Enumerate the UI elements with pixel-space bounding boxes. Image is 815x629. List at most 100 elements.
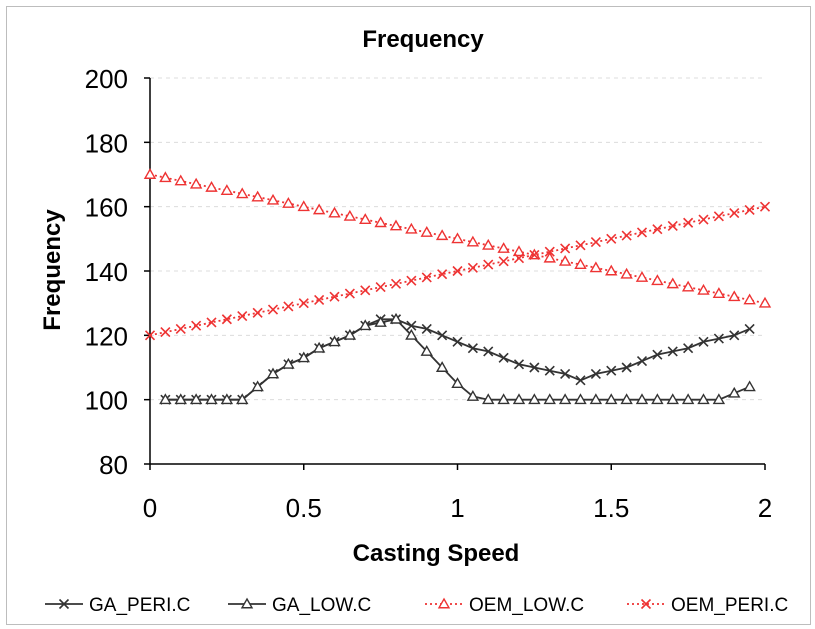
- data-point: [498, 352, 509, 363]
- legend-entry: OEM_LOW.C: [425, 595, 584, 616]
- data-point: [482, 238, 495, 250]
- data-point: [205, 393, 218, 405]
- y-tick-label: 160: [85, 193, 128, 223]
- data-point: [529, 362, 540, 373]
- data-point: [452, 265, 463, 277]
- data-point: [635, 393, 649, 405]
- data-point: [758, 296, 772, 308]
- data-point: [529, 249, 540, 260]
- data-point: [697, 283, 710, 295]
- y-axis-tick-labels: 80 100 120 140 160 180 200: [85, 64, 128, 480]
- data-point: [312, 203, 326, 215]
- data-point: [528, 393, 541, 405]
- data-point: [390, 278, 402, 289]
- series-oem-low-c: [143, 168, 772, 308]
- y-tick-label: 200: [85, 64, 128, 94]
- data-point: [282, 357, 295, 369]
- data-point: [236, 187, 249, 199]
- data-point: [574, 258, 587, 270]
- data-point: [512, 393, 526, 405]
- data-point: [421, 323, 432, 334]
- data-point: [698, 214, 709, 225]
- data-point: [651, 274, 664, 286]
- data-point: [759, 201, 771, 212]
- x-tick-label: 1: [450, 493, 464, 523]
- data-point: [543, 251, 556, 263]
- data-point: [513, 359, 525, 370]
- legend-entry: GA_LOW.C: [228, 595, 371, 616]
- data-point: [191, 320, 202, 331]
- data-point: [206, 317, 217, 328]
- data-point: [437, 330, 448, 341]
- data-point: [667, 220, 678, 232]
- data-point: [252, 307, 263, 318]
- data-point: [651, 393, 664, 405]
- y-axis-label: Frequency: [39, 209, 66, 331]
- data-point: [451, 377, 464, 389]
- data-point: [728, 290, 741, 302]
- data-point: [697, 393, 710, 405]
- data-point: [483, 259, 494, 270]
- data-point: [160, 327, 171, 338]
- data-point: [605, 264, 618, 276]
- data-point: [636, 227, 648, 238]
- data-point: [744, 323, 755, 334]
- data-point: [636, 356, 648, 367]
- data-point: [451, 232, 464, 244]
- data-point: [266, 193, 280, 205]
- data-point: [435, 229, 449, 241]
- legend-label: OEM_LOW.C: [469, 595, 584, 616]
- data-point: [589, 393, 603, 405]
- data-point: [575, 240, 586, 251]
- data-point: [543, 393, 556, 405]
- data-point: [713, 333, 724, 344]
- data-point: [729, 208, 740, 219]
- data-point: [558, 254, 572, 266]
- y-tick-label: 140: [85, 257, 128, 287]
- data-point: [452, 336, 463, 347]
- y-tick-label: 100: [85, 386, 128, 416]
- data-point: [359, 319, 372, 331]
- x-axis-label: Casting Speed: [353, 540, 520, 567]
- data-point: [513, 253, 525, 264]
- data-point: [713, 211, 724, 222]
- data-point: [420, 225, 433, 237]
- data-point: [343, 328, 357, 340]
- data-point: [220, 393, 234, 405]
- data-point: [328, 206, 341, 218]
- legend-marker: [58, 598, 70, 610]
- data-point: [435, 361, 449, 372]
- data-point: [605, 393, 618, 405]
- data-point: [421, 272, 432, 283]
- data-point: [189, 177, 203, 189]
- data-point: [544, 365, 555, 376]
- legend-entry: GA_PERI.C: [45, 595, 190, 616]
- x-tick-label: 2: [758, 493, 772, 523]
- data-point: [437, 269, 448, 280]
- data-point: [159, 393, 172, 405]
- data-point: [620, 393, 633, 405]
- data-point: [175, 323, 186, 334]
- data-point: [606, 365, 617, 376]
- data-point: [712, 393, 726, 405]
- data-point: [467, 262, 478, 273]
- data-point: [681, 393, 695, 405]
- data-point: [635, 271, 649, 282]
- data-point: [482, 393, 495, 405]
- x-tick-label: 0: [143, 493, 157, 523]
- data-point: [205, 180, 218, 192]
- data-point: [483, 346, 494, 357]
- data-point: [144, 330, 156, 341]
- legend-marker: [240, 597, 254, 609]
- data-point: [544, 246, 555, 257]
- data-point: [312, 341, 326, 353]
- x-tick-label: 1.5: [593, 493, 629, 523]
- chart-title: Frequency: [362, 26, 484, 53]
- data-point: [221, 314, 232, 325]
- data-point: [375, 282, 386, 293]
- data-point: [220, 184, 234, 196]
- data-point: [189, 393, 203, 405]
- data-point: [297, 351, 310, 363]
- data-point: [712, 287, 726, 298]
